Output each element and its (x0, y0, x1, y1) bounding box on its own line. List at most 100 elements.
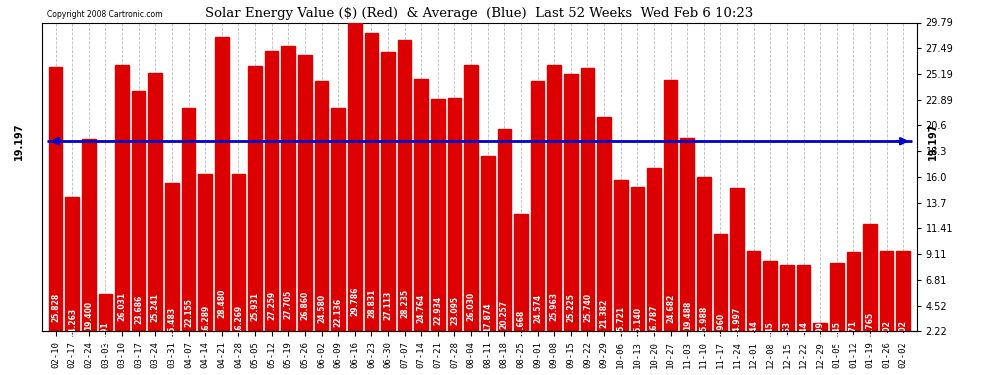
Bar (281, 46, 295, 356)
Bar (514, 214, 528, 356)
Bar (814, 323, 827, 356)
Text: 22.136: 22.136 (334, 297, 343, 327)
Text: 24.764: 24.764 (417, 294, 426, 323)
Bar (232, 174, 246, 356)
Text: 8.545: 8.545 (766, 321, 775, 345)
Text: 9.402: 9.402 (882, 320, 891, 344)
Text: 26.030: 26.030 (466, 292, 475, 321)
Text: 9.271: 9.271 (848, 320, 858, 344)
Text: 22.934: 22.934 (434, 296, 443, 326)
Text: Copyright 2008 Cartronic.com: Copyright 2008 Cartronic.com (47, 10, 162, 20)
Text: 14.263: 14.263 (67, 308, 76, 337)
Bar (547, 65, 561, 356)
Text: 19.197: 19.197 (14, 123, 24, 160)
Text: 16.289: 16.289 (201, 305, 210, 334)
Text: 24.580: 24.580 (317, 294, 326, 323)
Bar (65, 196, 79, 356)
Text: 26.031: 26.031 (118, 292, 127, 321)
Text: 24.682: 24.682 (666, 294, 675, 323)
Bar (332, 108, 345, 356)
Text: 15.721: 15.721 (616, 306, 626, 335)
Text: 8.163: 8.163 (782, 321, 791, 345)
Text: 21.382: 21.382 (600, 298, 609, 328)
Bar (614, 180, 628, 356)
Text: 23.095: 23.095 (450, 296, 459, 325)
Text: 9.402: 9.402 (899, 320, 908, 344)
Bar (198, 174, 212, 356)
Title: Solar Energy Value ($) (Red)  & Average  (Blue)  Last 52 Weeks  Wed Feb 6 10:23: Solar Energy Value ($) (Red) & Average (… (205, 7, 753, 20)
Bar (531, 81, 544, 356)
Bar (415, 79, 428, 356)
Bar (82, 139, 96, 356)
Bar (846, 252, 860, 356)
Bar (99, 294, 112, 356)
Text: 28.235: 28.235 (400, 289, 409, 318)
Text: 20.257: 20.257 (500, 300, 509, 329)
Bar (731, 188, 743, 356)
Text: 15.483: 15.483 (167, 306, 176, 336)
Text: 8.345: 8.345 (833, 321, 841, 345)
Bar (680, 138, 694, 356)
Bar (265, 51, 278, 356)
Bar (398, 40, 412, 356)
Text: 25.828: 25.828 (51, 292, 60, 322)
Text: 19.400: 19.400 (84, 301, 93, 330)
Text: 17.874: 17.874 (483, 303, 492, 332)
Text: 19.488: 19.488 (683, 301, 692, 330)
Bar (165, 183, 179, 356)
Bar (714, 234, 728, 356)
Bar (464, 64, 478, 356)
Bar (315, 81, 329, 356)
Bar (631, 187, 644, 356)
Text: 29.786: 29.786 (350, 287, 359, 316)
Bar (347, 22, 361, 356)
Bar (215, 37, 229, 356)
Text: 27.113: 27.113 (383, 291, 392, 320)
Text: 25.225: 25.225 (566, 294, 575, 322)
Bar (248, 66, 261, 356)
Bar (647, 168, 660, 356)
Text: 27.259: 27.259 (267, 291, 276, 320)
Text: 22.155: 22.155 (184, 298, 193, 327)
Bar (746, 251, 760, 356)
Text: 19.197: 19.197 (929, 123, 939, 160)
Bar (381, 53, 395, 356)
Text: 28.831: 28.831 (367, 288, 376, 318)
Bar (663, 80, 677, 356)
Bar (182, 108, 195, 356)
Text: 15.988: 15.988 (699, 306, 708, 335)
Bar (597, 117, 611, 356)
Bar (780, 265, 794, 356)
Bar (880, 251, 893, 356)
Text: 28.480: 28.480 (217, 289, 227, 318)
Text: 16.269: 16.269 (234, 305, 243, 334)
Text: 25.241: 25.241 (150, 293, 159, 322)
Text: 25.740: 25.740 (583, 292, 592, 322)
Text: 8.144: 8.144 (799, 321, 808, 345)
Bar (763, 261, 777, 356)
Bar (115, 64, 129, 356)
Bar (581, 68, 594, 356)
Bar (697, 177, 711, 356)
Bar (447, 98, 461, 356)
Text: 23.686: 23.686 (135, 295, 144, 324)
Text: 27.705: 27.705 (284, 290, 293, 319)
Bar (830, 263, 843, 356)
Bar (863, 225, 877, 356)
Text: 14.997: 14.997 (733, 307, 742, 336)
Bar (49, 67, 62, 356)
Text: 9.444: 9.444 (749, 320, 758, 344)
Text: 25.931: 25.931 (250, 292, 259, 321)
Text: 10.960: 10.960 (716, 312, 725, 342)
Text: 15.140: 15.140 (633, 307, 642, 336)
Text: 26.860: 26.860 (300, 291, 310, 320)
Text: 12.668: 12.668 (517, 310, 526, 339)
Bar (797, 265, 811, 356)
Bar (298, 56, 312, 356)
Bar (431, 99, 445, 356)
Text: 16.787: 16.787 (649, 304, 658, 334)
Text: 5.591: 5.591 (101, 321, 110, 345)
Text: 24.574: 24.574 (533, 294, 543, 323)
Bar (897, 251, 910, 356)
Bar (132, 91, 146, 356)
